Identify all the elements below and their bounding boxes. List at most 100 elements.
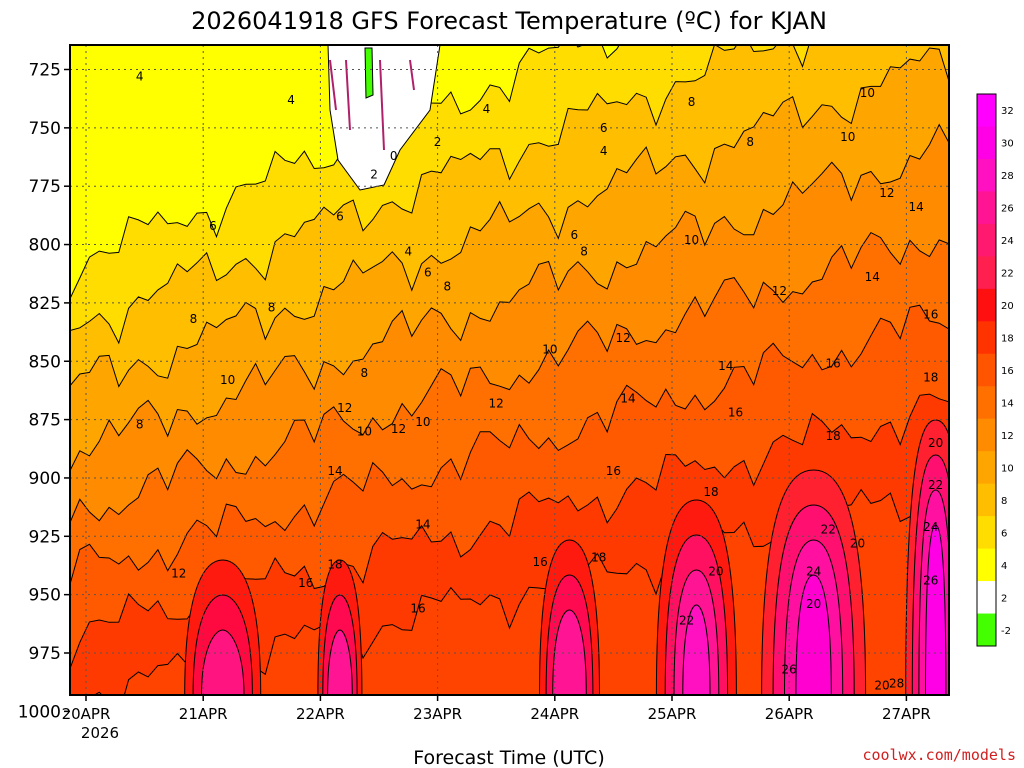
colorbar-label: 2 <box>1001 593 1007 604</box>
contour-label: 8 <box>268 301 276 315</box>
contour-label: 6 <box>600 121 608 135</box>
contour-label: 22 <box>928 478 943 492</box>
y-tick-label: 900 <box>29 469 61 489</box>
warm-cell <box>200 629 245 695</box>
freezing-contour <box>329 59 415 151</box>
x-tick-label: 24APR <box>530 705 579 723</box>
colorbar-label: 6 <box>1001 528 1007 539</box>
colorbar-swatch <box>977 581 996 615</box>
contour-label: 4 <box>600 144 608 158</box>
x-tick-label: 20APR <box>62 705 111 723</box>
contour-label: 16 <box>728 406 743 420</box>
contour-labels: 4444022666664888888881010101010101012121… <box>136 70 943 693</box>
warm-cell <box>327 629 353 695</box>
contour-label: 6 <box>571 228 579 242</box>
colorbar-swatch <box>977 191 996 225</box>
contour-label: 4 <box>287 93 295 107</box>
contour-label: 12 <box>391 422 406 436</box>
subzero-pocket <box>364 47 374 99</box>
contour-label: 18 <box>703 485 718 499</box>
colorbar-label: -2 <box>1001 626 1011 637</box>
plot-area: 4444022666664888888881010101010101012121… <box>70 45 949 695</box>
y-tick-label: 1000 <box>18 702 61 722</box>
colorbar-label: 32 <box>1001 106 1014 117</box>
chart-title: 2026041918 GFS Forecast Temperature (ºC)… <box>191 7 827 35</box>
colorbar-swatch <box>977 126 996 160</box>
warm-cell <box>795 574 832 695</box>
contour-label: 24 <box>806 564 821 578</box>
contour-label: 28 <box>889 676 904 690</box>
x-tick-label: 23APR <box>413 705 462 723</box>
x-tick-label: 25APR <box>648 705 697 723</box>
contour-label: 10 <box>357 424 372 438</box>
contour-label: 12 <box>616 331 631 345</box>
credit-text[interactable]: coolwx.com/models <box>862 746 1016 764</box>
contour-label: 2 <box>370 168 378 182</box>
contour-label: 12 <box>772 284 787 298</box>
y-tick-label: 875 <box>29 411 61 431</box>
contour-label: 6 <box>424 266 432 280</box>
colorbar-swatch <box>977 288 996 322</box>
contour-label: 4 <box>404 245 412 259</box>
y-tick-label: 950 <box>29 586 61 606</box>
y-tick-label: 925 <box>29 527 61 547</box>
contour-label: 10 <box>684 233 699 247</box>
contour-label: 18 <box>327 557 342 571</box>
x-tick-label: 21APR <box>179 705 228 723</box>
colorbar-label: 8 <box>1001 496 1007 507</box>
contour-label: 8 <box>580 245 588 259</box>
contour-label: 4 <box>136 70 144 84</box>
temperature-bands <box>70 45 949 695</box>
contour-label: 16 <box>826 357 841 371</box>
contour-label: 18 <box>923 371 938 385</box>
contour-label: 8 <box>444 280 452 294</box>
gridlines <box>70 45 949 695</box>
contour-label: 14 <box>718 359 733 373</box>
contour-label: 20 <box>850 536 865 550</box>
contour-label: 16 <box>606 464 621 478</box>
contour-label: 12 <box>489 396 504 410</box>
contour-label: 18 <box>826 429 841 443</box>
contour-label: 26 <box>923 574 938 588</box>
colorbar-label: 20 <box>1001 301 1014 312</box>
contour-label: 10 <box>220 373 235 387</box>
x-tick-label: 22APR <box>296 705 345 723</box>
contour-label: 6 <box>209 219 217 233</box>
x-axis-label: Forecast Time (UTC) <box>413 747 604 768</box>
contour-label: 14 <box>865 270 880 284</box>
colorbar-label: 26 <box>1001 204 1014 215</box>
colorbar-swatch <box>977 516 996 550</box>
temperature-band <box>70 45 620 299</box>
contour-label: 12 <box>879 186 894 200</box>
colorbar-label: 14 <box>1001 398 1014 409</box>
colorbar-swatch <box>977 613 996 647</box>
colorbar-label: 24 <box>1001 236 1014 247</box>
colorbar-swatch <box>977 386 996 420</box>
contour-label: 18 <box>591 550 606 564</box>
contour-label: 8 <box>688 95 696 109</box>
colorbar-label: 16 <box>1001 366 1014 377</box>
contour-label: 10 <box>542 343 557 357</box>
contour-label: 16 <box>533 555 548 569</box>
contour-label: 6 <box>336 210 344 224</box>
contour-label: 8 <box>136 417 144 431</box>
y-tick-label: 825 <box>29 294 61 314</box>
colorbar-swatch <box>977 483 996 517</box>
x-year-label: 2026 <box>81 724 119 742</box>
contour-label: 0 <box>390 149 398 163</box>
contour-label: 16 <box>410 602 425 616</box>
colorbar: 32 30 28 26 24 22 20 18 16 14 12 10 8 6 4 2 -2 <box>976 93 1014 647</box>
y-axis: 725 750 775 800 825 850 875 900 925 950 975 1000 <box>18 61 70 722</box>
colorbar-swatch <box>977 548 996 582</box>
warm-cell <box>682 604 711 695</box>
colorbar-swatch <box>977 418 996 452</box>
contour-label: 24 <box>923 520 938 534</box>
contour-label: 14 <box>415 518 430 532</box>
contour-label: 8 <box>190 312 198 326</box>
contour-label: 14 <box>909 200 924 214</box>
y-tick-label: 775 <box>29 177 61 197</box>
colorbar-swatch <box>977 223 996 257</box>
contour-label: 20 <box>708 564 723 578</box>
y-tick-label: 850 <box>29 352 61 372</box>
contour-label: 20 <box>874 679 889 693</box>
